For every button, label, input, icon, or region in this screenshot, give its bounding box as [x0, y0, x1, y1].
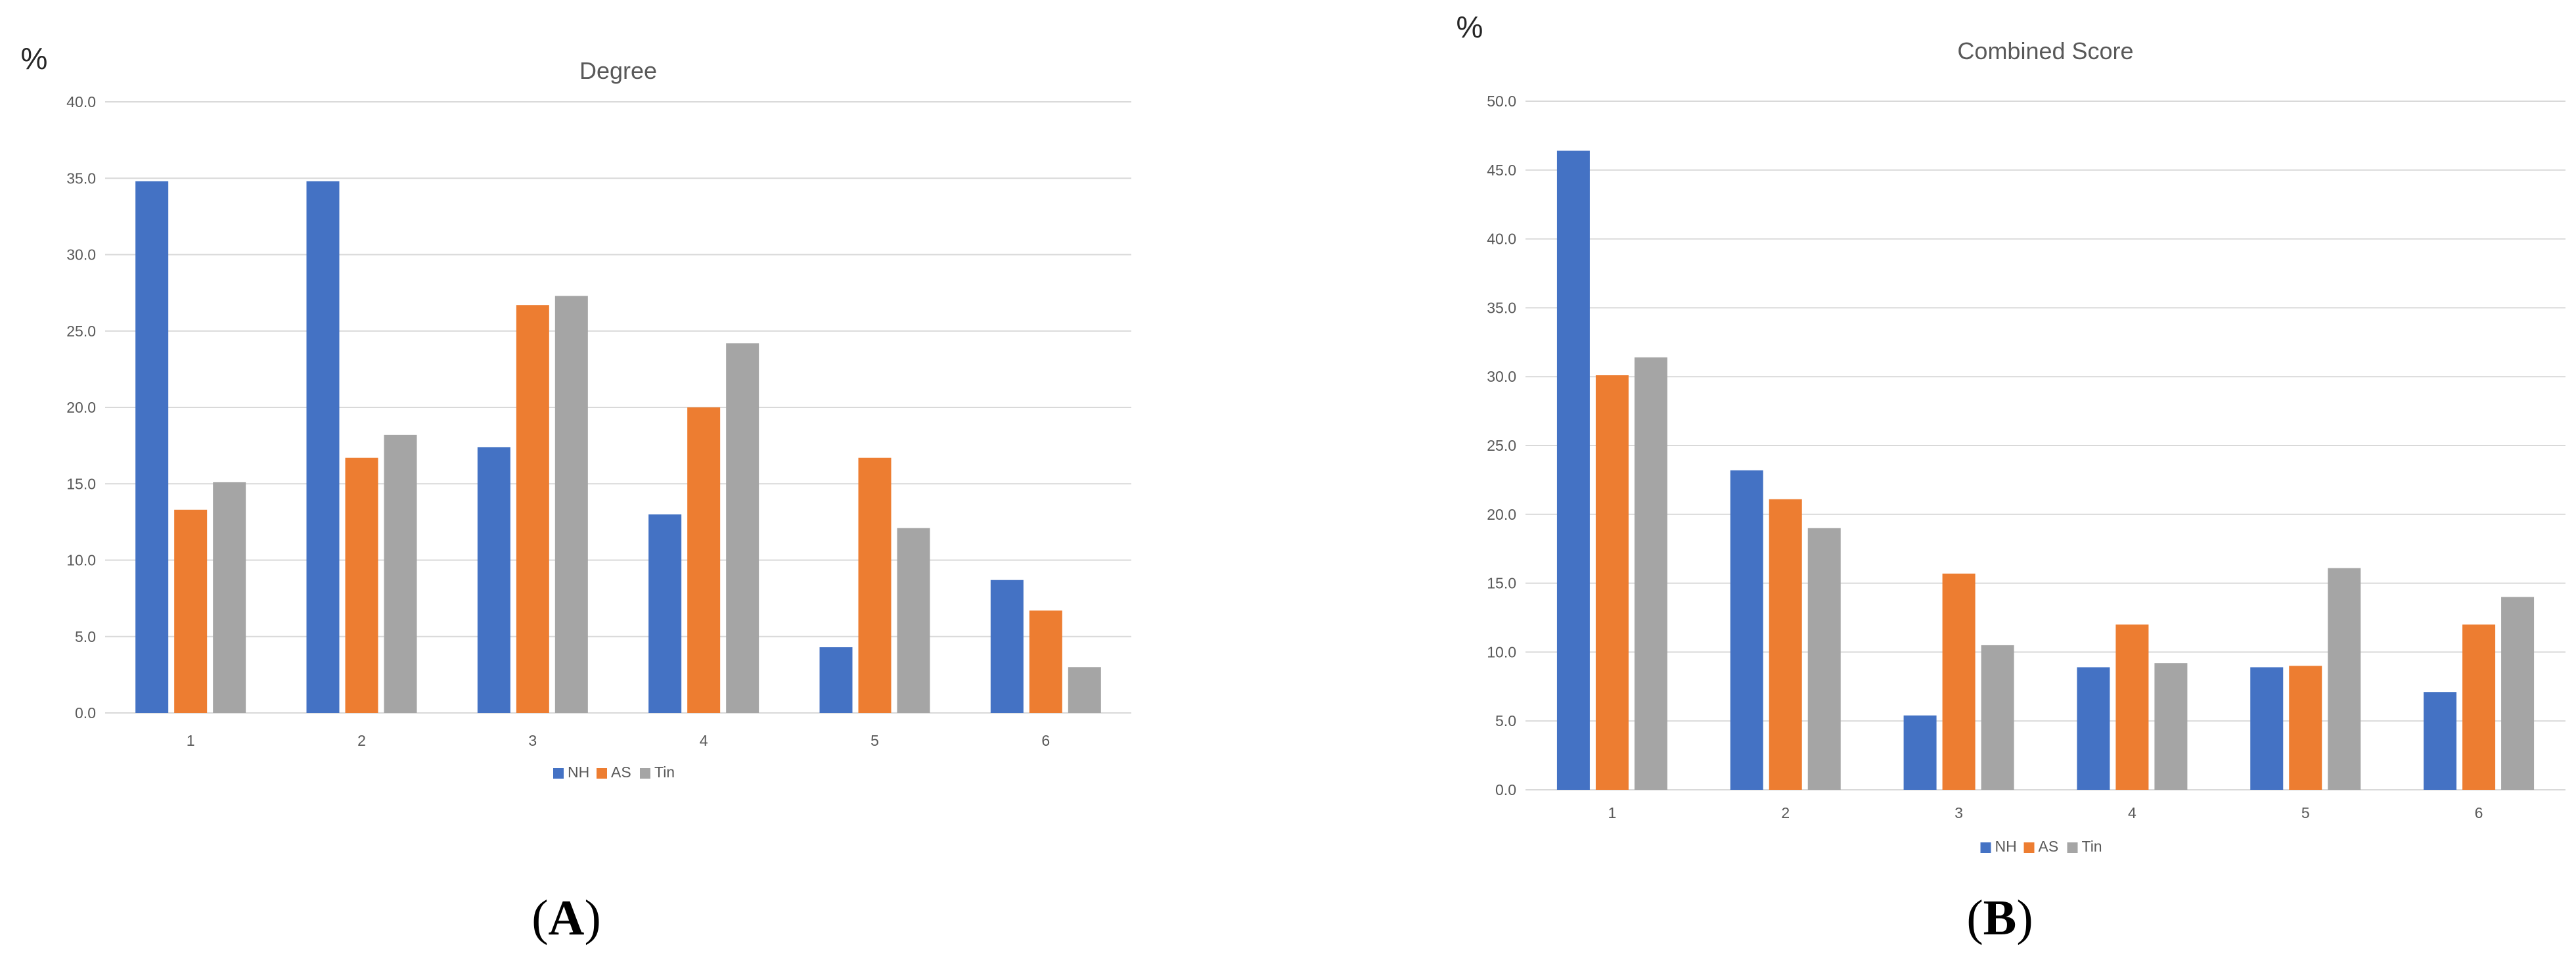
bar-as-3 [1942, 573, 1976, 790]
bar-nh-3 [1903, 715, 1937, 790]
y-tick-label: 0.0 [75, 704, 96, 721]
chart-combined-score: 0.0 5.0 10.0 15.0 20.0 25.0 30.0 35.0 40.0 45.0 50… [1457, 10, 2565, 855]
chart-title: Combined Score [1957, 37, 2133, 64]
bar-tin-1 [1634, 357, 1667, 790]
bar-nh-1 [1556, 150, 1590, 790]
x-tick-label: 6 [1041, 732, 1050, 749]
bar-tin-1 [213, 482, 246, 713]
x-tick-label: 4 [2128, 804, 2136, 821]
y-tick-label: 50.0 [1487, 93, 1516, 110]
bar-as-5 [2289, 666, 2322, 790]
bar-nh-5 [2250, 667, 2284, 790]
bar-as-4 [2115, 624, 2149, 790]
y-tick-label: 5.0 [1495, 712, 1516, 729]
legend-swatch-as [597, 768, 607, 779]
y-unit-label: % [21, 41, 48, 76]
y-tick-label: 35.0 [1487, 299, 1516, 316]
y-tick-label: 0.0 [1495, 781, 1516, 798]
x-tick-label: 5 [870, 732, 879, 749]
legend-label-tin: Tin [654, 764, 675, 781]
y-tick-label: 10.0 [1487, 643, 1516, 660]
chart-title: Degree [579, 57, 657, 84]
legend-swatch-nh [1980, 842, 1991, 853]
bar-as-2 [1769, 499, 1802, 790]
y-tick-label: 25.0 [66, 323, 96, 340]
legend-label-tin: Tin [2082, 838, 2102, 855]
bar-nh-2 [1730, 470, 1763, 790]
legend-label-as: AS [611, 764, 631, 781]
panel-label-b: (B) [1966, 890, 2033, 946]
x-tick-label: 3 [1955, 804, 1963, 821]
legend-label-nh: NH [568, 764, 589, 781]
y-tick-label: 15.0 [1487, 575, 1516, 592]
bar-as-4 [687, 407, 721, 713]
bar-nh-1 [135, 181, 169, 713]
bar-tin-3 [554, 296, 588, 713]
bar-nh-4 [2077, 667, 2110, 790]
bar-nh-3 [477, 447, 510, 713]
y-tick-label: 35.0 [66, 170, 96, 187]
y-tick-label: 20.0 [66, 399, 96, 416]
bar-tin-5 [2328, 568, 2361, 790]
legend-label-nh: NH [1995, 838, 2017, 855]
y-tick-label: 30.0 [66, 246, 96, 263]
bar-nh-6 [2424, 692, 2457, 790]
bar-nh-5 [819, 647, 853, 713]
x-tick-label: 4 [700, 732, 708, 749]
legend-swatch-as [2023, 842, 2035, 853]
legend-swatch-tin [640, 768, 650, 779]
chart-degree: 0.0 5.0 10.0 15.0 20.0 25.0 30.0 35.0 40.0 Degree… [21, 41, 1131, 781]
y-tick-label: 10.0 [66, 552, 96, 569]
bar-tin-6 [2501, 597, 2535, 790]
bar-as-2 [345, 457, 378, 713]
y-tick-label: 5.0 [75, 628, 96, 645]
bar-tin-2 [384, 434, 417, 713]
y-tick-label: 25.0 [1487, 437, 1516, 454]
x-tick-label: 2 [357, 732, 366, 749]
bar-tin-6 [1068, 667, 1101, 713]
y-tick-label: 30.0 [1487, 368, 1516, 385]
bar-nh-2 [306, 181, 340, 713]
bar-as-6 [2462, 624, 2496, 790]
bar-as-1 [1595, 375, 1629, 790]
bar-nh-6 [990, 580, 1024, 713]
bar-tin-3 [1981, 645, 2014, 790]
bar-tin-4 [2154, 663, 2188, 790]
bar-as-1 [174, 509, 208, 713]
bar-nh-4 [648, 514, 682, 713]
x-tick-label: 6 [2475, 804, 2483, 821]
bar-tin-4 [726, 343, 759, 713]
panel-label-a: (A) [531, 890, 601, 946]
y-tick-label: 45.0 [1487, 162, 1516, 179]
y-unit-label: % [1457, 10, 1483, 44]
legend-label-as: AS [2039, 838, 2059, 855]
legend-swatch-nh [553, 768, 564, 779]
x-tick-label: 2 [1781, 804, 1790, 821]
y-tick-label: 15.0 [66, 475, 96, 492]
bar-tin-2 [1807, 528, 1841, 790]
bar-as-5 [858, 457, 892, 713]
x-tick-label: 5 [2301, 804, 2310, 821]
y-tick-label: 40.0 [1487, 231, 1516, 248]
y-tick-label: 20.0 [1487, 506, 1516, 523]
x-tick-label: 1 [1608, 804, 1617, 821]
bar-tin-5 [897, 528, 930, 713]
bar-as-6 [1029, 610, 1062, 713]
y-tick-label: 40.0 [66, 93, 96, 110]
bar-as-3 [516, 305, 549, 714]
x-tick-label: 3 [528, 732, 537, 749]
legend-swatch-tin [2067, 842, 2078, 853]
x-tick-label: 1 [187, 732, 195, 749]
